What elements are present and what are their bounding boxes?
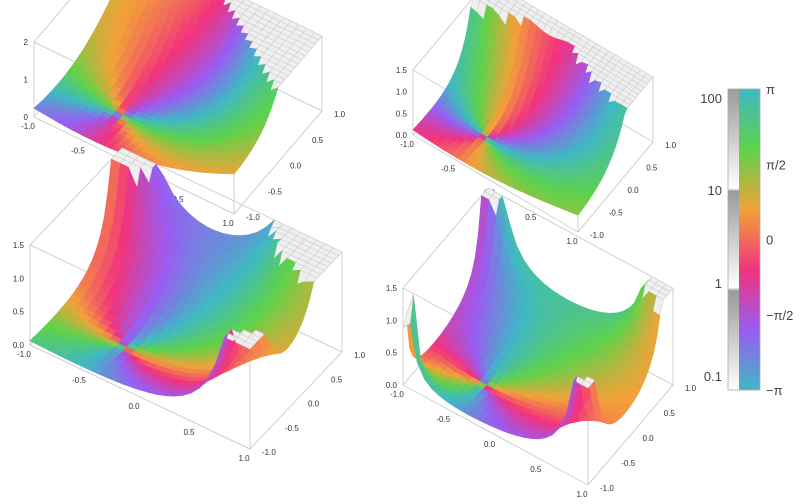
y-tick-label: -0.5 bbox=[609, 209, 623, 218]
y-tick-label: 0.5 bbox=[664, 409, 676, 418]
z-tick-label: 1.5 bbox=[396, 66, 408, 75]
y-tick-label: 0.0 bbox=[643, 434, 655, 443]
magnitude-tick-label: 10 bbox=[708, 183, 722, 198]
y-tick-label: -1.0 bbox=[590, 231, 604, 240]
phase-tick-label: −π bbox=[766, 383, 783, 398]
surface-mesh bbox=[29, 147, 343, 397]
surface-plot-4: -1.0 -0.5 0.0 0.5 1.0 -1.0 -0.5 0.0 0.5 1.0 0.0 0.5… bbox=[386, 187, 697, 499]
z-tick-label: 0.0 bbox=[396, 131, 408, 140]
z-tick-label: 1.0 bbox=[396, 88, 408, 97]
y-tick-label: -1.0 bbox=[262, 448, 276, 457]
y-tick-label: 1.0 bbox=[334, 110, 346, 119]
y-tick-label: 0.5 bbox=[646, 164, 658, 173]
z-tick-label: 0.0 bbox=[386, 381, 398, 390]
y-tick-label: 0.0 bbox=[308, 400, 320, 409]
phase-tick-label: 0 bbox=[766, 233, 773, 248]
surface-plot-3: -1.0 -0.5 0.0 0.5 1.0 -1.0 -0.5 0.0 0.5 1.0 0.0 0.5… bbox=[13, 147, 366, 463]
x-tick-label: 0.0 bbox=[484, 440, 496, 449]
x-tick-label: -0.5 bbox=[441, 164, 455, 173]
y-tick-label: 0.5 bbox=[312, 136, 324, 145]
x-tick-label: 1.0 bbox=[238, 454, 250, 463]
z-tick-label: 1.0 bbox=[386, 316, 398, 325]
x-tick-label: -0.5 bbox=[72, 376, 86, 385]
z-tick-label: 0.5 bbox=[386, 349, 398, 358]
y-tick-label: 1.0 bbox=[354, 351, 366, 360]
x-tick-label: 0.5 bbox=[525, 213, 537, 222]
y-tick-label: -0.5 bbox=[268, 187, 282, 196]
y-tick-label: -0.5 bbox=[285, 424, 299, 433]
y-tick-label: 1.0 bbox=[665, 141, 677, 150]
y-tick-label: 0.0 bbox=[290, 162, 302, 171]
y-tick-label: -0.5 bbox=[621, 459, 635, 468]
surface-plot-2: -1.0-0.50.00.51.0-1.0-0.50.00.51.00.00.5… bbox=[396, 0, 677, 246]
y-tick-label: 1.0 bbox=[685, 384, 697, 393]
x-tick-label: 1.0 bbox=[576, 490, 588, 499]
magnitude-strip bbox=[728, 89, 739, 390]
y-tick-label: -1.0 bbox=[246, 213, 260, 222]
x-tick-label: 0.5 bbox=[530, 465, 542, 474]
axis-ticks: -1.0 -0.5 0.0 0.5 1.0 -1.0 -0.5 0.0 0.5 1.0 0.0 0.5… bbox=[13, 241, 366, 463]
z-tick-label: 2 bbox=[24, 38, 29, 47]
magnitude-tick-label: 1 bbox=[715, 276, 722, 291]
magnitude-tick-label: 100 bbox=[700, 91, 722, 106]
z-tick-label: 0.5 bbox=[396, 109, 408, 118]
x-tick-label: -1.0 bbox=[17, 350, 31, 359]
phase-strip bbox=[739, 89, 760, 390]
phase-tick-label: −π/2 bbox=[766, 308, 793, 323]
surface-mesh bbox=[402, 187, 674, 440]
x-tick-label: -1.0 bbox=[21, 122, 35, 131]
magnitude-tick-label: 0.1 bbox=[704, 369, 722, 384]
axis-ticks: -1.0 -0.5 0.0 0.5 1.0 -1.0 -0.5 0.0 0.5 1.0 0.0 0.5… bbox=[386, 284, 697, 499]
z-tick-label: 1.5 bbox=[386, 284, 398, 293]
z-tick-label: 1.0 bbox=[13, 274, 25, 283]
x-tick-label: -0.5 bbox=[71, 146, 85, 155]
colorbar: 100 10 1 0.1 π π/2 0 −π/2 −π bbox=[700, 82, 793, 398]
y-tick-label: 0.5 bbox=[331, 375, 343, 384]
surface-mesh bbox=[412, 0, 654, 216]
phase-tick-label: π bbox=[766, 82, 775, 97]
z-tick-label: 0.0 bbox=[13, 341, 25, 350]
z-tick-label: 0.5 bbox=[13, 308, 25, 317]
y-tick-label: -1.0 bbox=[600, 484, 614, 493]
z-tick-label: 0 bbox=[24, 113, 29, 122]
x-tick-label: 1.0 bbox=[222, 219, 234, 228]
x-tick-label: 1.0 bbox=[566, 237, 578, 246]
z-tick-label: 1 bbox=[24, 76, 29, 85]
x-tick-label: 0.5 bbox=[172, 195, 184, 204]
surface-mesh bbox=[33, 0, 323, 175]
z-tick-label: 1.5 bbox=[13, 241, 25, 250]
x-tick-label: -0.5 bbox=[436, 415, 450, 424]
y-tick-label: 0.0 bbox=[628, 186, 640, 195]
x-tick-label: -1.0 bbox=[400, 140, 414, 149]
x-tick-label: -1.0 bbox=[390, 390, 404, 399]
phase-tick-label: π/2 bbox=[766, 157, 786, 172]
x-tick-label: 0.0 bbox=[128, 402, 140, 411]
x-tick-label: 0.5 bbox=[183, 428, 195, 437]
